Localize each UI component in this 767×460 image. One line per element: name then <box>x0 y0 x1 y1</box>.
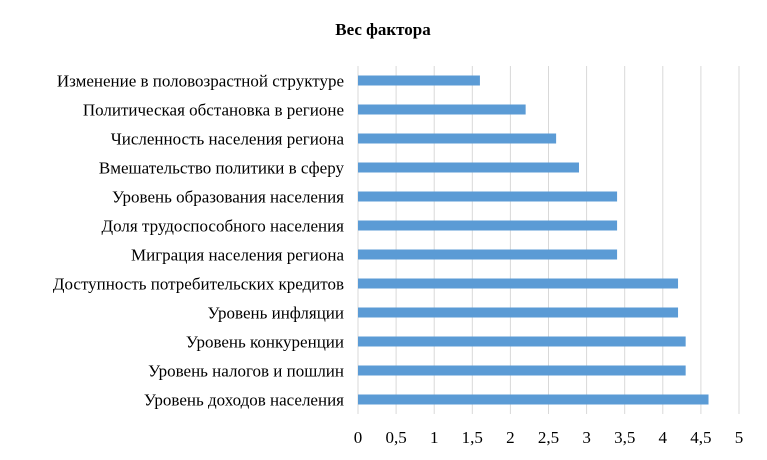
x-tick-label: 3 <box>582 428 591 447</box>
category-label: Уровень инфляции <box>208 304 345 323</box>
category-label: Численность населения региона <box>111 130 345 149</box>
bar <box>358 133 557 144</box>
bar <box>358 365 686 376</box>
category-label: Доля трудоспособного населения <box>102 217 345 236</box>
bar <box>358 104 526 115</box>
category-label: Вмешательство политики в сферу <box>99 159 345 178</box>
category-label: Уровень налогов и пошлин <box>148 362 344 381</box>
category-label: Политическая обстановка в регионе <box>83 101 344 120</box>
x-tick-label: 0,5 <box>385 428 406 447</box>
bar <box>358 191 618 202</box>
x-tick-label: 4 <box>659 428 668 447</box>
bar <box>358 249 618 260</box>
bars <box>358 75 709 405</box>
chart-title: Вес фактора <box>335 20 431 39</box>
category-label: Изменение в половозрастной структуре <box>57 72 344 91</box>
category-label: Уровень доходов населения <box>144 391 344 410</box>
x-axis-tick-labels: 0 0,5 1 1,5 2 2,5 3 3,5 4 4,5 5 <box>354 428 744 447</box>
category-label: Миграция населения региона <box>131 246 344 265</box>
bar <box>358 278 679 289</box>
grid-lines <box>357 66 740 414</box>
bar <box>358 336 686 347</box>
category-label: Уровень конкуренции <box>186 333 344 352</box>
bar <box>358 307 679 318</box>
x-tick-label: 5 <box>735 428 744 447</box>
x-tick-label: 0 <box>354 428 363 447</box>
category-label: Уровень образования населения <box>112 188 344 207</box>
bar <box>358 162 579 173</box>
x-tick-label: 1,5 <box>462 428 483 447</box>
x-tick-label: 2,5 <box>538 428 559 447</box>
category-labels: Изменение в половозрастной структуре Поли… <box>53 72 345 410</box>
x-tick-label: 2 <box>506 428 515 447</box>
bar <box>358 75 480 86</box>
x-tick-label: 4,5 <box>690 428 711 447</box>
x-tick-label: 1 <box>430 428 439 447</box>
x-tick-label: 3,5 <box>614 428 635 447</box>
category-label: Доступность потребительских кредитов <box>53 275 344 294</box>
bar <box>358 394 709 405</box>
bar <box>358 220 618 231</box>
